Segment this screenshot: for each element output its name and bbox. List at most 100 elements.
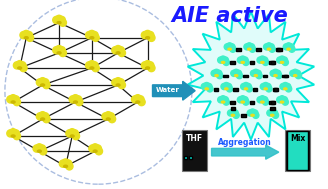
Ellipse shape [292,69,298,75]
Ellipse shape [112,79,119,86]
Circle shape [93,150,97,152]
FancyBboxPatch shape [214,88,218,91]
FancyBboxPatch shape [284,75,288,77]
Ellipse shape [16,61,23,68]
Circle shape [271,114,274,116]
Ellipse shape [118,81,126,89]
Ellipse shape [243,59,249,65]
Ellipse shape [91,32,98,39]
FancyBboxPatch shape [189,156,192,159]
Ellipse shape [95,148,103,155]
FancyBboxPatch shape [276,48,280,51]
Ellipse shape [148,34,155,41]
Ellipse shape [42,79,49,86]
Ellipse shape [117,47,124,54]
Ellipse shape [272,112,278,118]
FancyBboxPatch shape [230,61,235,64]
Ellipse shape [277,97,283,103]
Ellipse shape [249,46,256,52]
Ellipse shape [282,99,288,105]
Circle shape [57,52,61,54]
Ellipse shape [69,96,76,103]
Circle shape [280,101,284,103]
Ellipse shape [231,70,237,76]
Ellipse shape [221,83,227,90]
Ellipse shape [102,113,109,120]
Ellipse shape [55,15,63,22]
Ellipse shape [92,144,99,151]
Ellipse shape [7,96,14,103]
FancyBboxPatch shape [269,101,274,104]
Circle shape [241,61,244,63]
Ellipse shape [272,110,277,116]
FancyBboxPatch shape [253,88,257,91]
Text: THF: THF [186,134,203,143]
Ellipse shape [66,163,73,170]
Ellipse shape [69,129,76,136]
Ellipse shape [241,83,247,90]
Ellipse shape [72,132,80,140]
Ellipse shape [263,82,269,89]
Ellipse shape [266,43,272,49]
Circle shape [70,135,74,137]
Ellipse shape [229,44,235,50]
Ellipse shape [224,44,230,50]
Circle shape [274,75,277,77]
Ellipse shape [12,130,19,137]
Ellipse shape [55,46,63,53]
Polygon shape [188,12,314,139]
Ellipse shape [223,59,229,65]
Circle shape [41,118,45,120]
FancyBboxPatch shape [250,101,254,104]
Ellipse shape [59,19,67,26]
Ellipse shape [237,97,243,103]
Circle shape [244,88,248,90]
Ellipse shape [285,83,291,90]
Ellipse shape [71,130,78,137]
Ellipse shape [295,70,300,76]
Ellipse shape [204,82,210,89]
Ellipse shape [74,96,82,103]
Ellipse shape [58,47,65,54]
Ellipse shape [260,83,266,90]
FancyBboxPatch shape [285,130,310,171]
Ellipse shape [279,96,285,102]
Ellipse shape [236,73,242,79]
Ellipse shape [112,47,119,54]
Ellipse shape [283,44,289,50]
Ellipse shape [7,130,14,137]
Ellipse shape [257,97,263,103]
FancyBboxPatch shape [271,101,275,104]
Ellipse shape [246,43,252,49]
Ellipse shape [223,99,229,105]
Ellipse shape [259,96,265,102]
Circle shape [90,67,94,69]
Ellipse shape [134,95,141,102]
Ellipse shape [257,57,263,63]
Ellipse shape [256,73,262,79]
Ellipse shape [207,86,213,92]
Ellipse shape [216,73,223,79]
Circle shape [24,37,28,39]
Circle shape [251,114,254,116]
Ellipse shape [228,110,234,116]
Ellipse shape [141,62,149,69]
Ellipse shape [262,57,268,63]
Ellipse shape [59,160,67,167]
Ellipse shape [233,69,239,75]
Ellipse shape [222,97,228,103]
FancyBboxPatch shape [263,75,267,77]
Ellipse shape [242,57,248,63]
Ellipse shape [286,43,292,49]
Ellipse shape [76,98,83,106]
Ellipse shape [262,99,269,105]
Ellipse shape [105,112,112,119]
Circle shape [116,84,120,86]
Ellipse shape [89,145,96,152]
FancyArrow shape [212,145,279,159]
Circle shape [215,75,218,77]
Ellipse shape [276,73,282,79]
Text: Mix: Mix [290,134,305,143]
Ellipse shape [92,64,99,72]
Ellipse shape [265,83,271,90]
